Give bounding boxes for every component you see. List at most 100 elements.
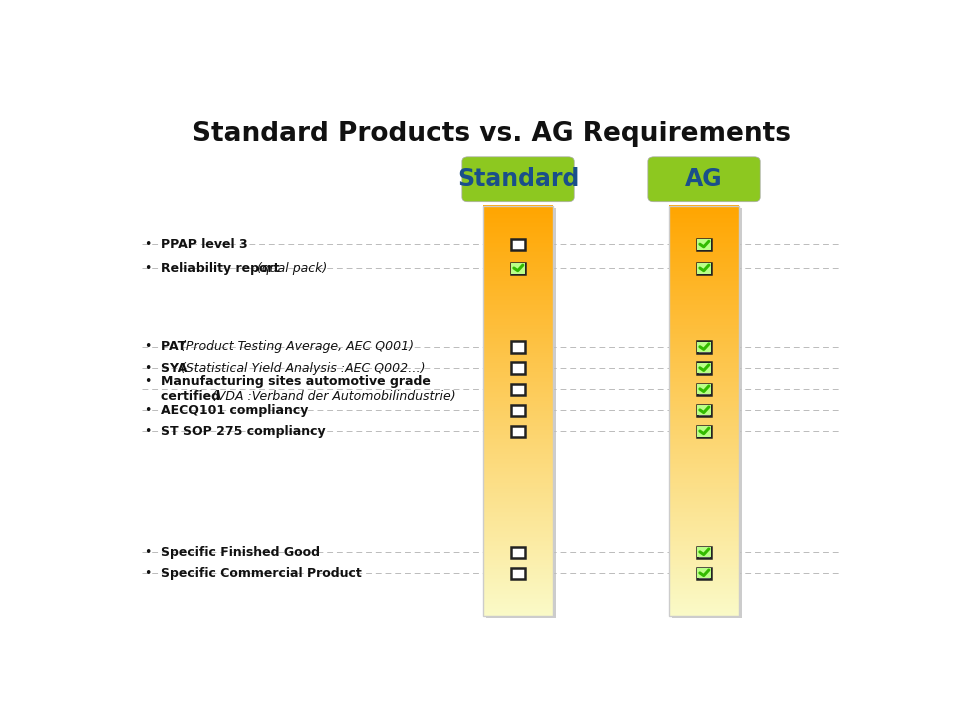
Bar [669,289,739,290]
Bar [483,357,553,359]
Bar [483,505,553,506]
Bar [669,248,739,249]
Bar [483,438,553,439]
Bar [483,243,553,246]
Bar [669,606,739,608]
Bar [669,216,739,218]
Text: ST SOP 275 compliancy: ST SOP 275 compliancy [161,425,325,438]
Bar [669,300,739,302]
Bar [483,400,553,401]
Bar [483,608,553,609]
Bar [669,220,739,222]
Bar [669,579,739,580]
Bar [697,263,711,274]
Bar [483,269,553,271]
Bar [669,603,739,605]
Bar [483,549,553,550]
Bar [483,294,553,296]
Bar [483,573,553,575]
Bar [669,260,739,261]
Bar [669,316,739,318]
Bar [483,516,553,518]
Bar [483,497,553,498]
Bar [669,386,739,387]
Bar [669,350,739,352]
Bar [669,430,739,431]
Bar [669,438,739,439]
Bar [483,328,553,330]
Bar [483,205,553,207]
Bar [483,447,553,449]
Bar [669,312,739,314]
Bar [697,426,711,436]
Bar [669,436,739,438]
Bar [483,486,553,487]
Text: •: • [145,425,152,438]
Text: •: • [145,567,152,580]
Text: •: • [145,238,152,251]
Bar [669,456,739,457]
Bar [483,491,553,492]
Bar [483,581,553,583]
Bar [483,366,553,369]
Bar [669,535,739,536]
Bar [669,390,739,392]
Bar [669,382,739,383]
Bar [483,613,553,614]
Bar [483,435,553,437]
Bar [483,324,553,326]
Text: AECQ101 compliancy: AECQ101 compliancy [161,404,308,417]
Bar [669,605,739,606]
Bar [483,334,553,336]
Bar [483,241,553,243]
Bar [669,587,739,588]
Bar [669,424,739,426]
Bar [483,361,553,363]
Bar [483,418,553,420]
Bar [483,253,553,255]
Bar [483,562,553,564]
Bar [669,412,739,413]
Bar [483,512,553,513]
Bar [483,426,553,427]
Bar [669,284,739,287]
Bar [669,576,739,577]
Bar [669,418,739,420]
Bar [483,524,553,526]
Bar [483,365,553,367]
Bar [483,345,553,346]
Bar [483,392,553,395]
Bar [483,449,553,451]
Text: •: • [145,375,152,388]
Bar [483,220,553,222]
Bar [669,269,739,271]
Bar [483,222,553,223]
Bar [483,590,553,591]
Bar [483,375,553,377]
Bar [483,304,553,305]
Bar [669,282,739,284]
Bar [483,580,553,582]
Bar [483,349,553,351]
Bar [669,514,739,516]
Bar [669,512,739,513]
Bar [483,591,553,593]
Bar [669,327,739,328]
Bar [669,339,739,341]
Bar [483,546,553,547]
Bar [483,380,553,382]
Bar [669,433,739,436]
Bar [669,391,739,393]
Bar [511,362,525,374]
Bar [669,402,739,404]
Bar [483,482,553,483]
Bar [483,611,553,613]
Bar [669,409,739,410]
Bar [483,555,553,557]
Bar [669,368,739,369]
Text: Specific Finished Good: Specific Finished Good [161,546,320,559]
Text: Specific Commercial Product: Specific Commercial Product [161,567,362,580]
Bar [483,364,553,366]
Bar [669,348,739,349]
Bar [483,584,553,586]
